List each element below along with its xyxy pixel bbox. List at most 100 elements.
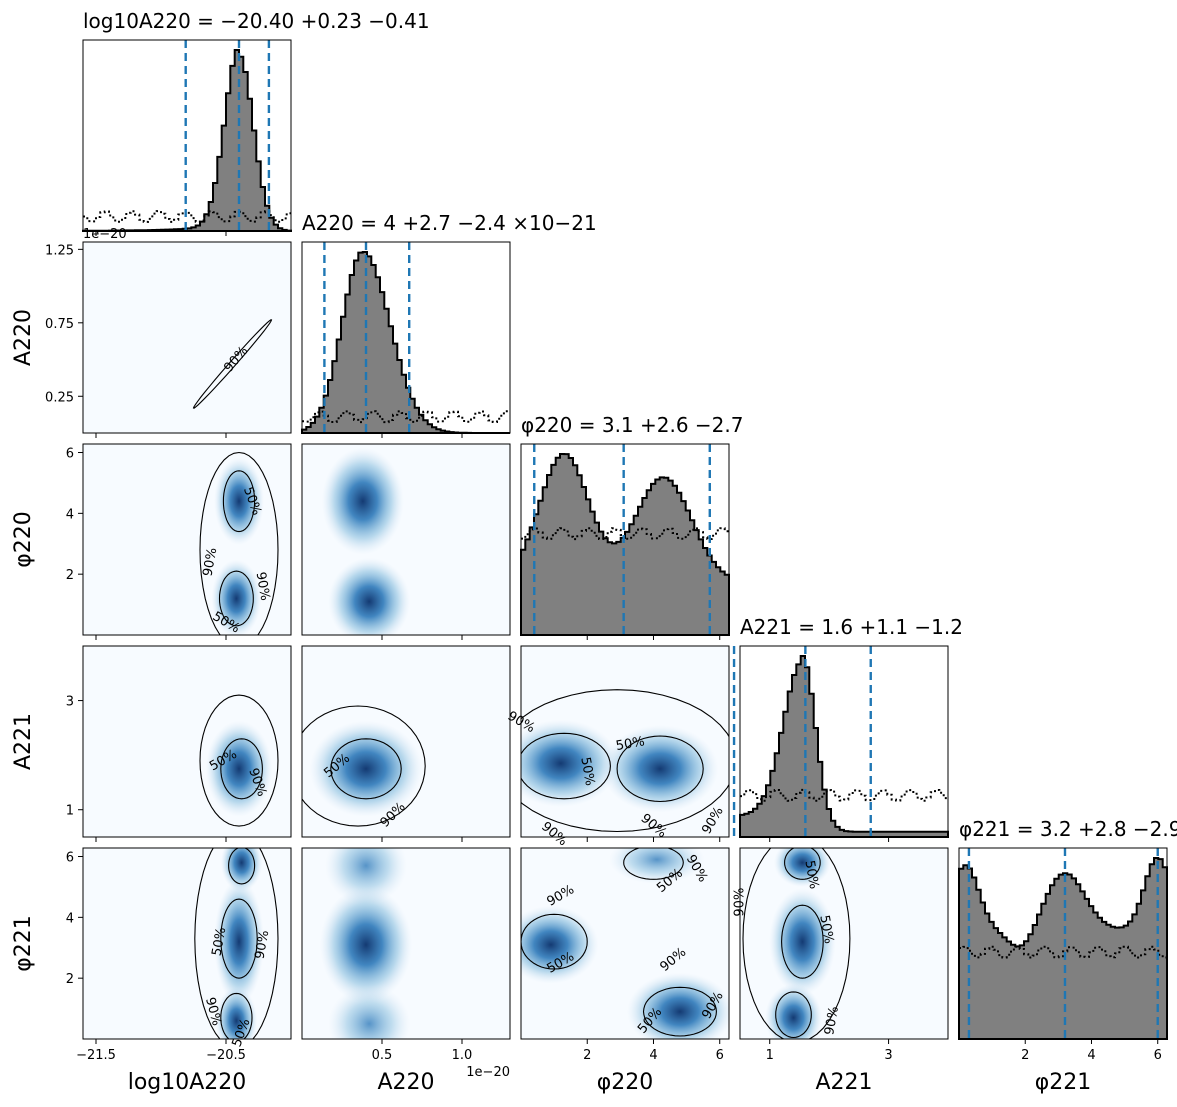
x-offset-text: 1e−20 bbox=[466, 1065, 510, 1080]
contour-line bbox=[199, 694, 279, 827]
contour-line bbox=[742, 848, 851, 1039]
prior-histogram bbox=[959, 945, 1167, 959]
contour-line bbox=[192, 319, 273, 409]
panel-frame-3-3 bbox=[739, 645, 949, 838]
x-axis-label-phi220: φ220 bbox=[597, 1070, 654, 1095]
density-group-3-0 bbox=[205, 720, 273, 817]
density-group-4-2 bbox=[521, 848, 729, 1039]
contour-line bbox=[220, 898, 258, 979]
density-blob bbox=[627, 972, 729, 1039]
contour-line bbox=[220, 738, 263, 800]
panel-title-logA220: log10A220 = −20.40 +0.23 −0.41 bbox=[83, 9, 430, 33]
density-blob bbox=[328, 557, 411, 635]
y-axis-label-A220: A220 bbox=[11, 309, 36, 366]
x-axis-label-logA220: log10A220 bbox=[128, 1070, 247, 1095]
contour-label: 50% bbox=[615, 734, 646, 754]
y-axis-label-A221: A221 bbox=[11, 713, 36, 770]
y-tick-label: 2 bbox=[66, 568, 74, 583]
x-tick-label: 6 bbox=[716, 1048, 724, 1063]
x-tick-label: 2 bbox=[583, 1048, 591, 1063]
contour-line bbox=[642, 986, 717, 1037]
y-tick-label: 0.75 bbox=[45, 317, 74, 332]
contour-group bbox=[194, 848, 279, 1039]
density-group-3-1 bbox=[309, 720, 423, 817]
contour-line bbox=[521, 913, 588, 970]
y-tick-label: 2 bbox=[66, 972, 74, 987]
x-tick-label: −20.5 bbox=[206, 1048, 246, 1063]
contour-line bbox=[521, 732, 611, 800]
prior-histogram bbox=[740, 788, 948, 802]
contour-label: 50% bbox=[816, 914, 836, 945]
density-blob bbox=[321, 447, 404, 555]
panel-frame-2-1 bbox=[301, 443, 511, 636]
panel-frame-4-1 bbox=[301, 847, 511, 1040]
posterior-histogram-bars bbox=[82, 49, 292, 232]
density-blob bbox=[769, 888, 836, 996]
panel-frame-3-0 bbox=[82, 645, 292, 838]
density-blob bbox=[325, 848, 407, 905]
density-layer bbox=[83, 242, 948, 1039]
contour-group bbox=[775, 991, 812, 1039]
posterior-histogram-bars bbox=[520, 453, 730, 636]
contour-line bbox=[218, 570, 254, 627]
contour-label: 90% bbox=[202, 996, 224, 1028]
contour-group bbox=[616, 735, 704, 803]
y-axis-label-phi220: φ220 bbox=[11, 511, 36, 568]
contour-group bbox=[742, 848, 851, 1039]
panel-title-phi221: φ221 = 3.2 +2.8 −2.9 bbox=[959, 817, 1177, 841]
density-group-4-1 bbox=[319, 848, 413, 1039]
contour-group bbox=[218, 570, 254, 627]
contour-line bbox=[194, 848, 279, 1039]
density-blob bbox=[601, 725, 719, 813]
density-blob bbox=[220, 848, 263, 892]
panel-title-phi220: φ220 = 3.1 +2.6 −2.7 bbox=[521, 413, 744, 437]
density-blob bbox=[205, 720, 273, 817]
contour-group bbox=[199, 694, 279, 827]
histogram-logA220 bbox=[82, 40, 292, 232]
panel-frame-1-0 bbox=[82, 241, 292, 434]
panel-title-A220: A220 = 4 +2.7 −2.4 ×10−21 bbox=[302, 211, 597, 235]
panel-frame-4-3 bbox=[739, 847, 949, 1040]
contour-group bbox=[330, 738, 402, 800]
panel-frame-0-0 bbox=[82, 39, 292, 232]
density-blob bbox=[309, 720, 423, 817]
contour-line bbox=[775, 991, 812, 1039]
y-tick-label: 4 bbox=[66, 507, 74, 522]
histogram-phi220 bbox=[520, 444, 730, 636]
contour-group bbox=[222, 470, 256, 533]
y-tick-label: 1 bbox=[66, 804, 74, 819]
contour-group bbox=[521, 689, 729, 833]
density-group-4-3 bbox=[764, 848, 836, 1039]
contour-group bbox=[302, 705, 426, 827]
contour-group bbox=[521, 732, 611, 800]
y-offset-text: 1e−20 bbox=[83, 227, 127, 242]
x-axis-label-A220: A220 bbox=[377, 1070, 434, 1095]
contour-line bbox=[521, 689, 729, 833]
contour-line bbox=[199, 451, 279, 635]
contour-group bbox=[220, 738, 263, 800]
text-layer: log10A220 = −20.40 +0.23 −0.41 A220 = 4 +… bbox=[11, 9, 1177, 1095]
y-axis-label-phi221: φ221 bbox=[11, 915, 36, 972]
panel-frame-3-1 bbox=[301, 645, 511, 838]
contour-group bbox=[192, 319, 273, 409]
contour-label: 50% bbox=[801, 859, 821, 890]
y-tick-label: 4 bbox=[66, 911, 74, 926]
x-tick-label: 4 bbox=[649, 1048, 657, 1063]
panel-frame-4-0 bbox=[82, 847, 292, 1040]
panel-frame-2-2 bbox=[520, 443, 730, 636]
histogram-phi221 bbox=[958, 848, 1168, 1040]
x-tick-label: −21.5 bbox=[76, 1048, 116, 1063]
x-tick-label: 1 bbox=[766, 1048, 774, 1063]
contour-label: 90% bbox=[822, 1005, 842, 1036]
x-axis-label-A221: A221 bbox=[815, 1070, 872, 1095]
contour-line bbox=[228, 848, 256, 885]
density-blob bbox=[521, 719, 620, 807]
x-tick-label: 4 bbox=[1087, 1048, 1095, 1063]
y-tick-label: 1.25 bbox=[45, 243, 74, 258]
contour-group bbox=[521, 913, 588, 970]
density-panel-bg-1-0 bbox=[83, 242, 291, 433]
x-tick-label: 3 bbox=[884, 1048, 892, 1063]
panel-frame-4-2 bbox=[520, 847, 730, 1040]
contour-label: 50% bbox=[577, 756, 597, 787]
